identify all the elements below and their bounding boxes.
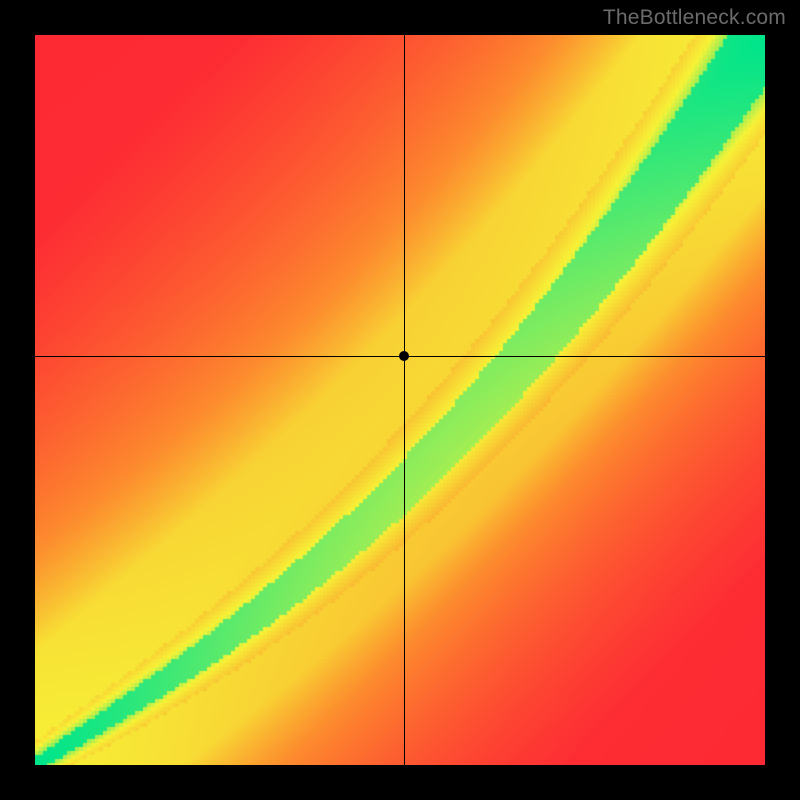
chart-container: TheBottleneck.com (0, 0, 800, 800)
heatmap-canvas (35, 35, 765, 765)
watermark-text: TheBottleneck.com (603, 6, 786, 30)
crosshair-marker (399, 351, 409, 361)
plot-area (35, 35, 765, 765)
crosshair-vertical (404, 35, 405, 765)
